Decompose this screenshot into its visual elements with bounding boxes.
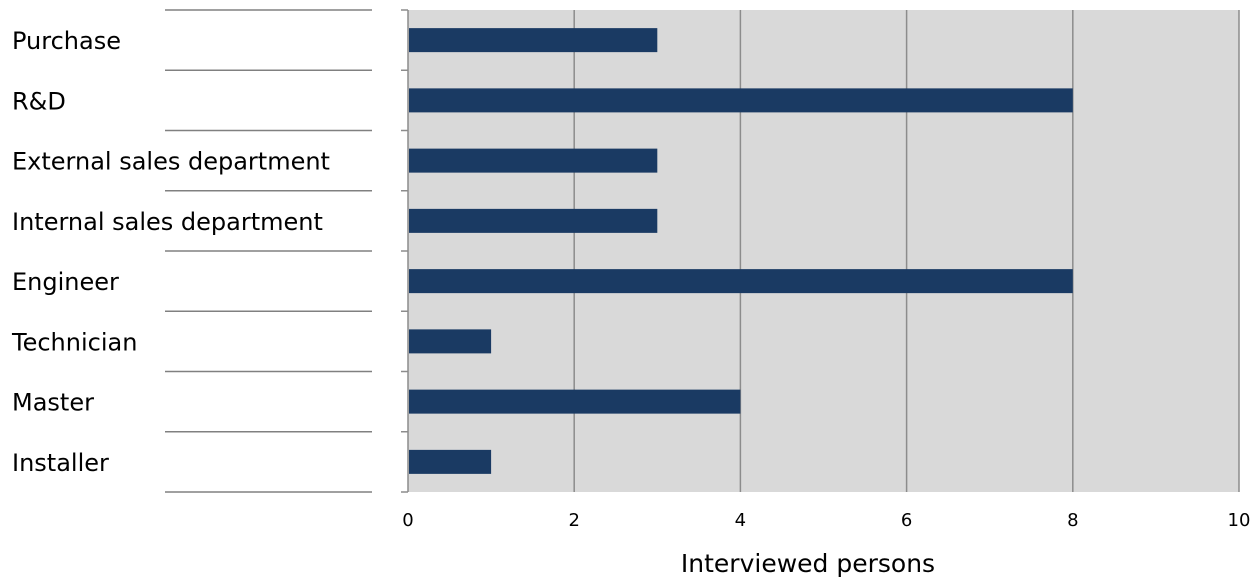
- plot-background: [408, 10, 1239, 492]
- x-axis-title: Interviewed persons: [681, 549, 935, 578]
- bar: [409, 88, 1073, 113]
- x-tick-label: 8: [1067, 510, 1078, 531]
- bar: [409, 148, 658, 173]
- category-label: External sales department: [12, 148, 330, 176]
- bar: [409, 269, 1073, 294]
- x-tick-label: 4: [735, 510, 746, 531]
- x-tick-label: 10: [1228, 510, 1251, 531]
- bar: [409, 329, 492, 354]
- bar: [409, 449, 492, 474]
- category-separators: [165, 9, 408, 493]
- x-tick-label: 6: [901, 510, 912, 531]
- bar: [409, 389, 741, 414]
- bar: [409, 208, 658, 233]
- bar: [409, 28, 658, 53]
- category-labels: Purchase R&D External sales department Inte…: [11, 27, 330, 477]
- category-label: R&D: [12, 87, 66, 115]
- category-label: Technician: [11, 328, 137, 356]
- category-label: Master: [12, 389, 94, 417]
- category-label: Internal sales department: [12, 208, 323, 236]
- x-tick-label: 0: [402, 510, 413, 531]
- category-label: Installer: [12, 449, 109, 477]
- bars: [409, 28, 1073, 474]
- category-label: Purchase: [12, 27, 121, 55]
- category-label: Engineer: [12, 268, 119, 296]
- x-tick-label: 2: [568, 510, 579, 531]
- x-tick-labels: 0 2 4 6 8 10: [402, 510, 1250, 531]
